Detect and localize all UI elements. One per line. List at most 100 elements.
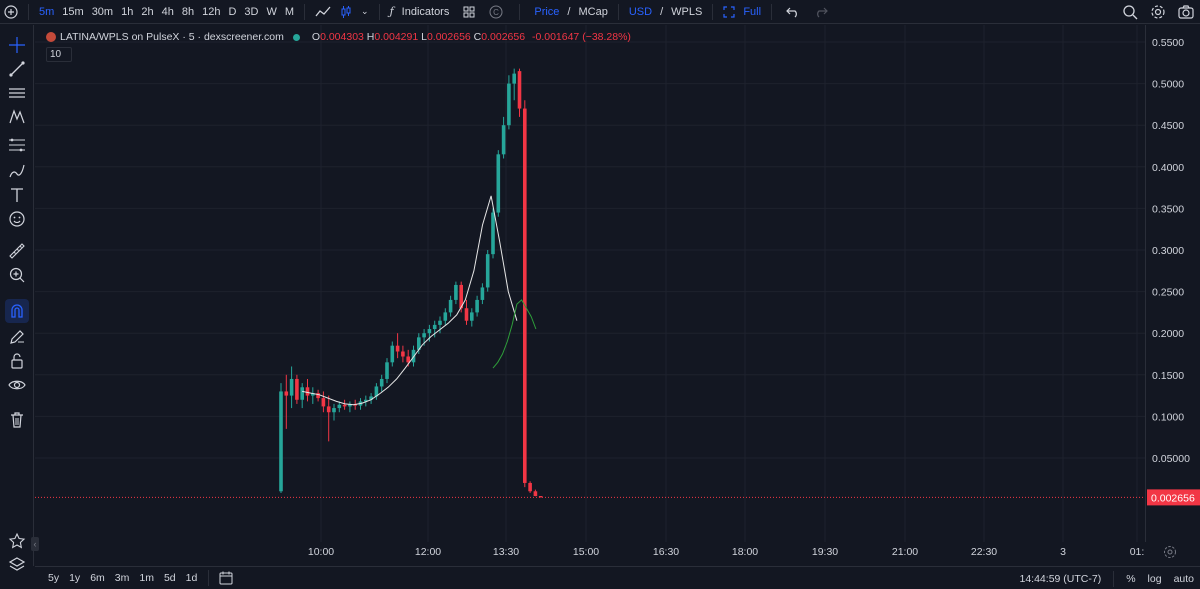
candle (501, 116, 506, 159)
close-key: C (473, 31, 482, 43)
ohlc-readout: O0.004303 H0.004291 L0.002656 C0.002656 … (312, 31, 631, 43)
candle-body (337, 404, 342, 409)
magnet-icon[interactable] (5, 299, 29, 323)
range-6m[interactable]: 6m (90, 572, 105, 584)
range-1d[interactable]: 1d (185, 572, 198, 584)
price-label: 0.5000 (1152, 79, 1184, 91)
time-axis-settings-icon[interactable] (1163, 545, 1177, 564)
candle (374, 383, 379, 400)
mcap-toggle[interactable]: MCap (578, 5, 608, 18)
candle-body (422, 333, 426, 338)
function-icon[interactable]: ƒ (389, 5, 394, 18)
chevron-down-icon[interactable]: ⌄ (361, 6, 369, 16)
interval-4h[interactable]: 4h (161, 5, 174, 18)
price-label: 0.5500 (1152, 37, 1184, 49)
settings-gear-icon[interactable] (1144, 0, 1172, 24)
interval-2h[interactable]: 2h (141, 5, 154, 18)
layers-icon[interactable] (5, 553, 29, 577)
range-1y[interactable]: 1y (69, 572, 81, 584)
candle (379, 374, 384, 392)
auto-toggle[interactable]: auto (1173, 572, 1194, 585)
candle-body (332, 408, 336, 413)
candle-body (326, 406, 331, 413)
brush-icon[interactable] (5, 159, 29, 183)
candle-body (533, 491, 538, 497)
interval-12h[interactable]: 12h (202, 5, 221, 18)
candle-body (517, 71, 522, 109)
pattern-icon[interactable] (5, 105, 29, 129)
slash-separator: / (567, 5, 571, 18)
layout-grid-icon[interactable] (459, 0, 479, 24)
candlestick-icon[interactable] (335, 0, 357, 24)
camera-icon[interactable] (1172, 0, 1200, 24)
fib-retracement-icon[interactable] (5, 133, 29, 157)
trash-icon[interactable] (5, 408, 29, 432)
interval-8h[interactable]: 8h (181, 5, 195, 18)
token-logo-icon (46, 32, 56, 42)
text-tool-icon[interactable] (5, 183, 29, 207)
price-chart[interactable]: 10:00 12:00 13:30 15:00 16:30 18:00 19:30 21:00… (35, 25, 1145, 566)
candle-body (300, 387, 304, 400)
compare-icon[interactable]: C (485, 0, 507, 24)
change-value: -0.001647 (−38.28%) (531, 31, 631, 43)
interval-3D[interactable]: 3D (244, 5, 259, 18)
price-axis[interactable]: 0.5500 0.5000 0.4500 0.4000 0.3500 0.3000 0.25… (1145, 25, 1200, 542)
candle (390, 341, 395, 367)
interval-1h[interactable]: 1h (121, 5, 134, 18)
fullscreen-icon[interactable] (719, 0, 739, 24)
interval-M[interactable]: M (284, 5, 295, 18)
crosshair-icon[interactable] (5, 33, 29, 57)
emoji-icon[interactable] (5, 207, 29, 231)
time-label: 21:00 (892, 546, 918, 558)
quick-search-icon[interactable] (1116, 0, 1144, 24)
interval-15m[interactable]: 15m (62, 5, 84, 18)
interval-D[interactable]: D (228, 5, 237, 18)
interval-W[interactable]: W (266, 5, 277, 18)
candle-body (406, 356, 410, 363)
undo-icon[interactable] (782, 0, 804, 24)
price-label: 0.1500 (1152, 370, 1184, 382)
percent-toggle[interactable]: % (1126, 572, 1136, 585)
range-3m[interactable]: 3m (114, 572, 130, 584)
horizontal-lines-icon[interactable] (5, 81, 29, 105)
interval-5m[interactable]: 5m (39, 5, 55, 18)
indicators-button[interactable]: Indicators (401, 5, 450, 18)
divider (771, 3, 773, 20)
candle-body (417, 337, 421, 350)
candle (348, 401, 352, 413)
candle-body (512, 73, 516, 84)
svg-text:C: C (493, 8, 499, 17)
candle (448, 295, 453, 317)
interval-30m[interactable]: 30m (91, 5, 114, 18)
symbol-title[interactable]: LATINA/WPLS on PulseX · 5 · dexscreener.… (60, 31, 284, 43)
plus-circle-icon[interactable] (0, 0, 22, 24)
line-chart-icon[interactable] (311, 0, 335, 24)
divider (208, 570, 210, 586)
pencil-lock-icon[interactable] (5, 325, 29, 349)
candle-body (305, 387, 310, 396)
candle (491, 208, 495, 259)
ruler-icon[interactable] (5, 239, 29, 263)
ma-indicator-label[interactable]: 10 (46, 47, 72, 62)
range-5d[interactable]: 5d (163, 572, 176, 584)
usd-toggle[interactable]: USD (628, 5, 653, 18)
range-5y[interactable]: 5y (48, 572, 60, 584)
full-button[interactable]: Full (743, 5, 762, 18)
calendar-range-icon[interactable] (215, 566, 237, 589)
log-toggle[interactable]: log (1147, 572, 1162, 585)
eye-icon[interactable] (5, 373, 29, 397)
collapse-panel-icon[interactable]: ‹ (31, 537, 39, 551)
star-icon[interactable] (5, 529, 29, 553)
price-toggle[interactable]: Price (534, 5, 560, 18)
zoom-in-icon[interactable] (5, 263, 29, 287)
price-label: 0.3500 (1152, 203, 1184, 215)
lock-icon[interactable] (5, 349, 29, 373)
redo-icon[interactable] (810, 0, 832, 24)
divider (519, 3, 521, 20)
last-price-tag: 0.002656 (1147, 489, 1200, 506)
candle-body (528, 482, 532, 492)
wpls-toggle[interactable]: WPLS (671, 5, 703, 18)
trend-line-icon[interactable] (5, 57, 29, 81)
clock-timezone[interactable]: 14:44:59 (UTC-7) (1019, 572, 1102, 585)
range-1m[interactable]: 1m (139, 572, 154, 584)
